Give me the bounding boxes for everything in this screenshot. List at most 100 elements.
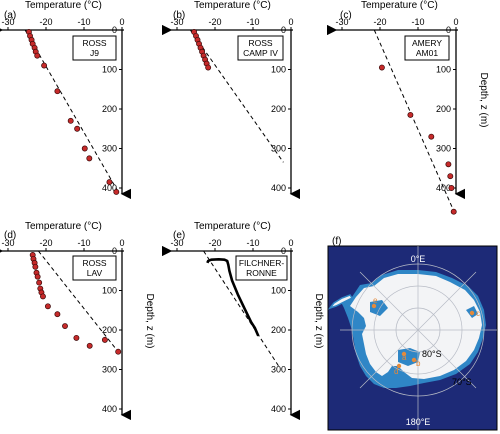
site-marker-b	[411, 357, 417, 363]
y-tick-label: 300	[271, 144, 286, 154]
x-tick-label: -20	[208, 17, 221, 27]
site-label-box	[72, 255, 117, 281]
site-letter-b: b	[416, 359, 421, 368]
data-point	[81, 145, 88, 152]
site-label-line: ROSS	[82, 258, 106, 268]
y-axis-label: Depth, z (m)	[144, 293, 155, 348]
label-180e: 180°E	[406, 417, 431, 427]
x-tick-label: 0	[119, 17, 124, 27]
y-tick-label: 100	[436, 65, 451, 75]
site-letter-e: e	[373, 296, 378, 305]
y-tick-label: 200	[102, 325, 117, 335]
x-axis-label: Temperature (°C)	[194, 0, 271, 11]
graticule	[340, 246, 497, 430]
site-label-box	[72, 35, 117, 61]
x-axis-label: Temperature (°C)	[25, 0, 102, 11]
temperature-profile-line	[206, 258, 260, 337]
site-letter-a: a	[402, 353, 407, 362]
x-tick-label: -20	[373, 17, 386, 27]
data-point	[74, 125, 81, 132]
site-marker-c	[469, 310, 475, 316]
data-point	[86, 342, 93, 349]
y-tick-label: 0	[446, 25, 451, 35]
y-tick-label: 0	[281, 246, 286, 256]
data-point	[41, 62, 48, 69]
x-tick-label: -20	[208, 238, 221, 248]
data-point	[447, 173, 454, 180]
y-tick-label: 0	[112, 246, 117, 256]
site-label-line: LAV	[87, 268, 103, 278]
y-tick-label: 200	[102, 104, 117, 114]
x-axis-label: Temperature (°C)	[194, 221, 271, 232]
y-tick-label: 200	[436, 104, 451, 114]
site-label-line: FILCHNER-	[239, 258, 285, 268]
y-tick-label: 0	[112, 25, 117, 35]
site-label-line: ROSS	[248, 38, 272, 48]
site-letter-d: d	[394, 367, 398, 376]
data-point	[54, 88, 61, 95]
panel-letter: (c)	[340, 10, 352, 21]
data-point	[450, 208, 457, 215]
site-label-line: AM01	[416, 48, 438, 58]
y-tick-label: 400	[102, 183, 117, 193]
panel-e: (e) Temperature (°C) Depth, z (m) -30 -20 -10…	[161, 221, 324, 421]
data-point	[32, 263, 39, 270]
panel-d: (d) Temperature (°C) Depth, z (m) -30 -20 -10…	[0, 221, 155, 421]
data-point	[101, 336, 108, 343]
y-tick-label: 300	[102, 365, 117, 375]
y-tick-label: 400	[436, 183, 451, 193]
data-point	[445, 161, 452, 168]
x-tick-label: 0	[288, 238, 293, 248]
data-point	[86, 155, 93, 162]
panel-letter-f: (f)	[332, 236, 341, 247]
x-tick-label: -30	[170, 17, 183, 27]
antarctica-land	[350, 274, 482, 379]
x-axis-label: Temperature (°C)	[361, 0, 438, 11]
x-axis-label: Temperature (°C)	[25, 221, 102, 232]
site-label-line: CAMP IV	[243, 48, 278, 58]
data-point	[40, 293, 46, 300]
x-tick-label: -10	[411, 17, 424, 27]
data-point	[115, 348, 122, 355]
panel-c: (c) Temperature (°C) Depth, z (m) -30 -20 -10…	[326, 0, 489, 215]
panel-letter: (d)	[4, 230, 16, 241]
data-point	[106, 179, 113, 186]
data-point	[67, 117, 74, 124]
y-tick-label: 0	[281, 25, 286, 35]
data-point	[73, 334, 80, 341]
y-axis-label: Depth, z (m)	[313, 293, 324, 348]
y-tick-label: 300	[436, 144, 451, 154]
site-marker-d	[396, 363, 402, 369]
site-marker-e	[371, 303, 377, 309]
y-tick-label: 100	[271, 286, 286, 296]
y-tick-label: 400	[271, 404, 286, 414]
x-tick-label: -10	[77, 17, 90, 27]
panel-letter: (e)	[173, 230, 185, 241]
x-tick-label: -30	[1, 17, 14, 27]
site-label-line: RONNE	[246, 268, 277, 278]
site-label-line: ROSS	[82, 38, 106, 48]
data-point	[407, 111, 414, 118]
data-point	[54, 311, 61, 318]
site-letter-c: c	[476, 309, 480, 318]
panel-letter: (a)	[4, 10, 16, 21]
site-label-box	[235, 255, 288, 281]
x-tick-label: -30	[335, 17, 348, 27]
site-label-line: J9	[90, 48, 99, 58]
y-axis-label: Depth, z (m)	[478, 72, 489, 127]
data-point	[44, 303, 51, 310]
data-point	[378, 64, 385, 71]
x-tick-label: 0	[453, 17, 458, 27]
linear-trend-line	[24, 29, 119, 193]
y-tick-label: 300	[271, 365, 286, 375]
y-tick-label: 400	[271, 183, 286, 193]
linear-trend-line	[189, 29, 284, 163]
panel-b: (b) Temperature (°C) -30 -20 -10 00 100 200 300 4…	[161, 0, 301, 200]
data-point	[34, 52, 41, 59]
y-tick-label: 100	[102, 65, 117, 75]
data-point	[428, 133, 435, 140]
y-tick-label: 400	[102, 404, 117, 414]
panel-letter: (b)	[173, 10, 185, 21]
panel-a: (a) Temperature (°C) -30 -20 -10 00 100 200 300 4…	[0, 0, 132, 200]
